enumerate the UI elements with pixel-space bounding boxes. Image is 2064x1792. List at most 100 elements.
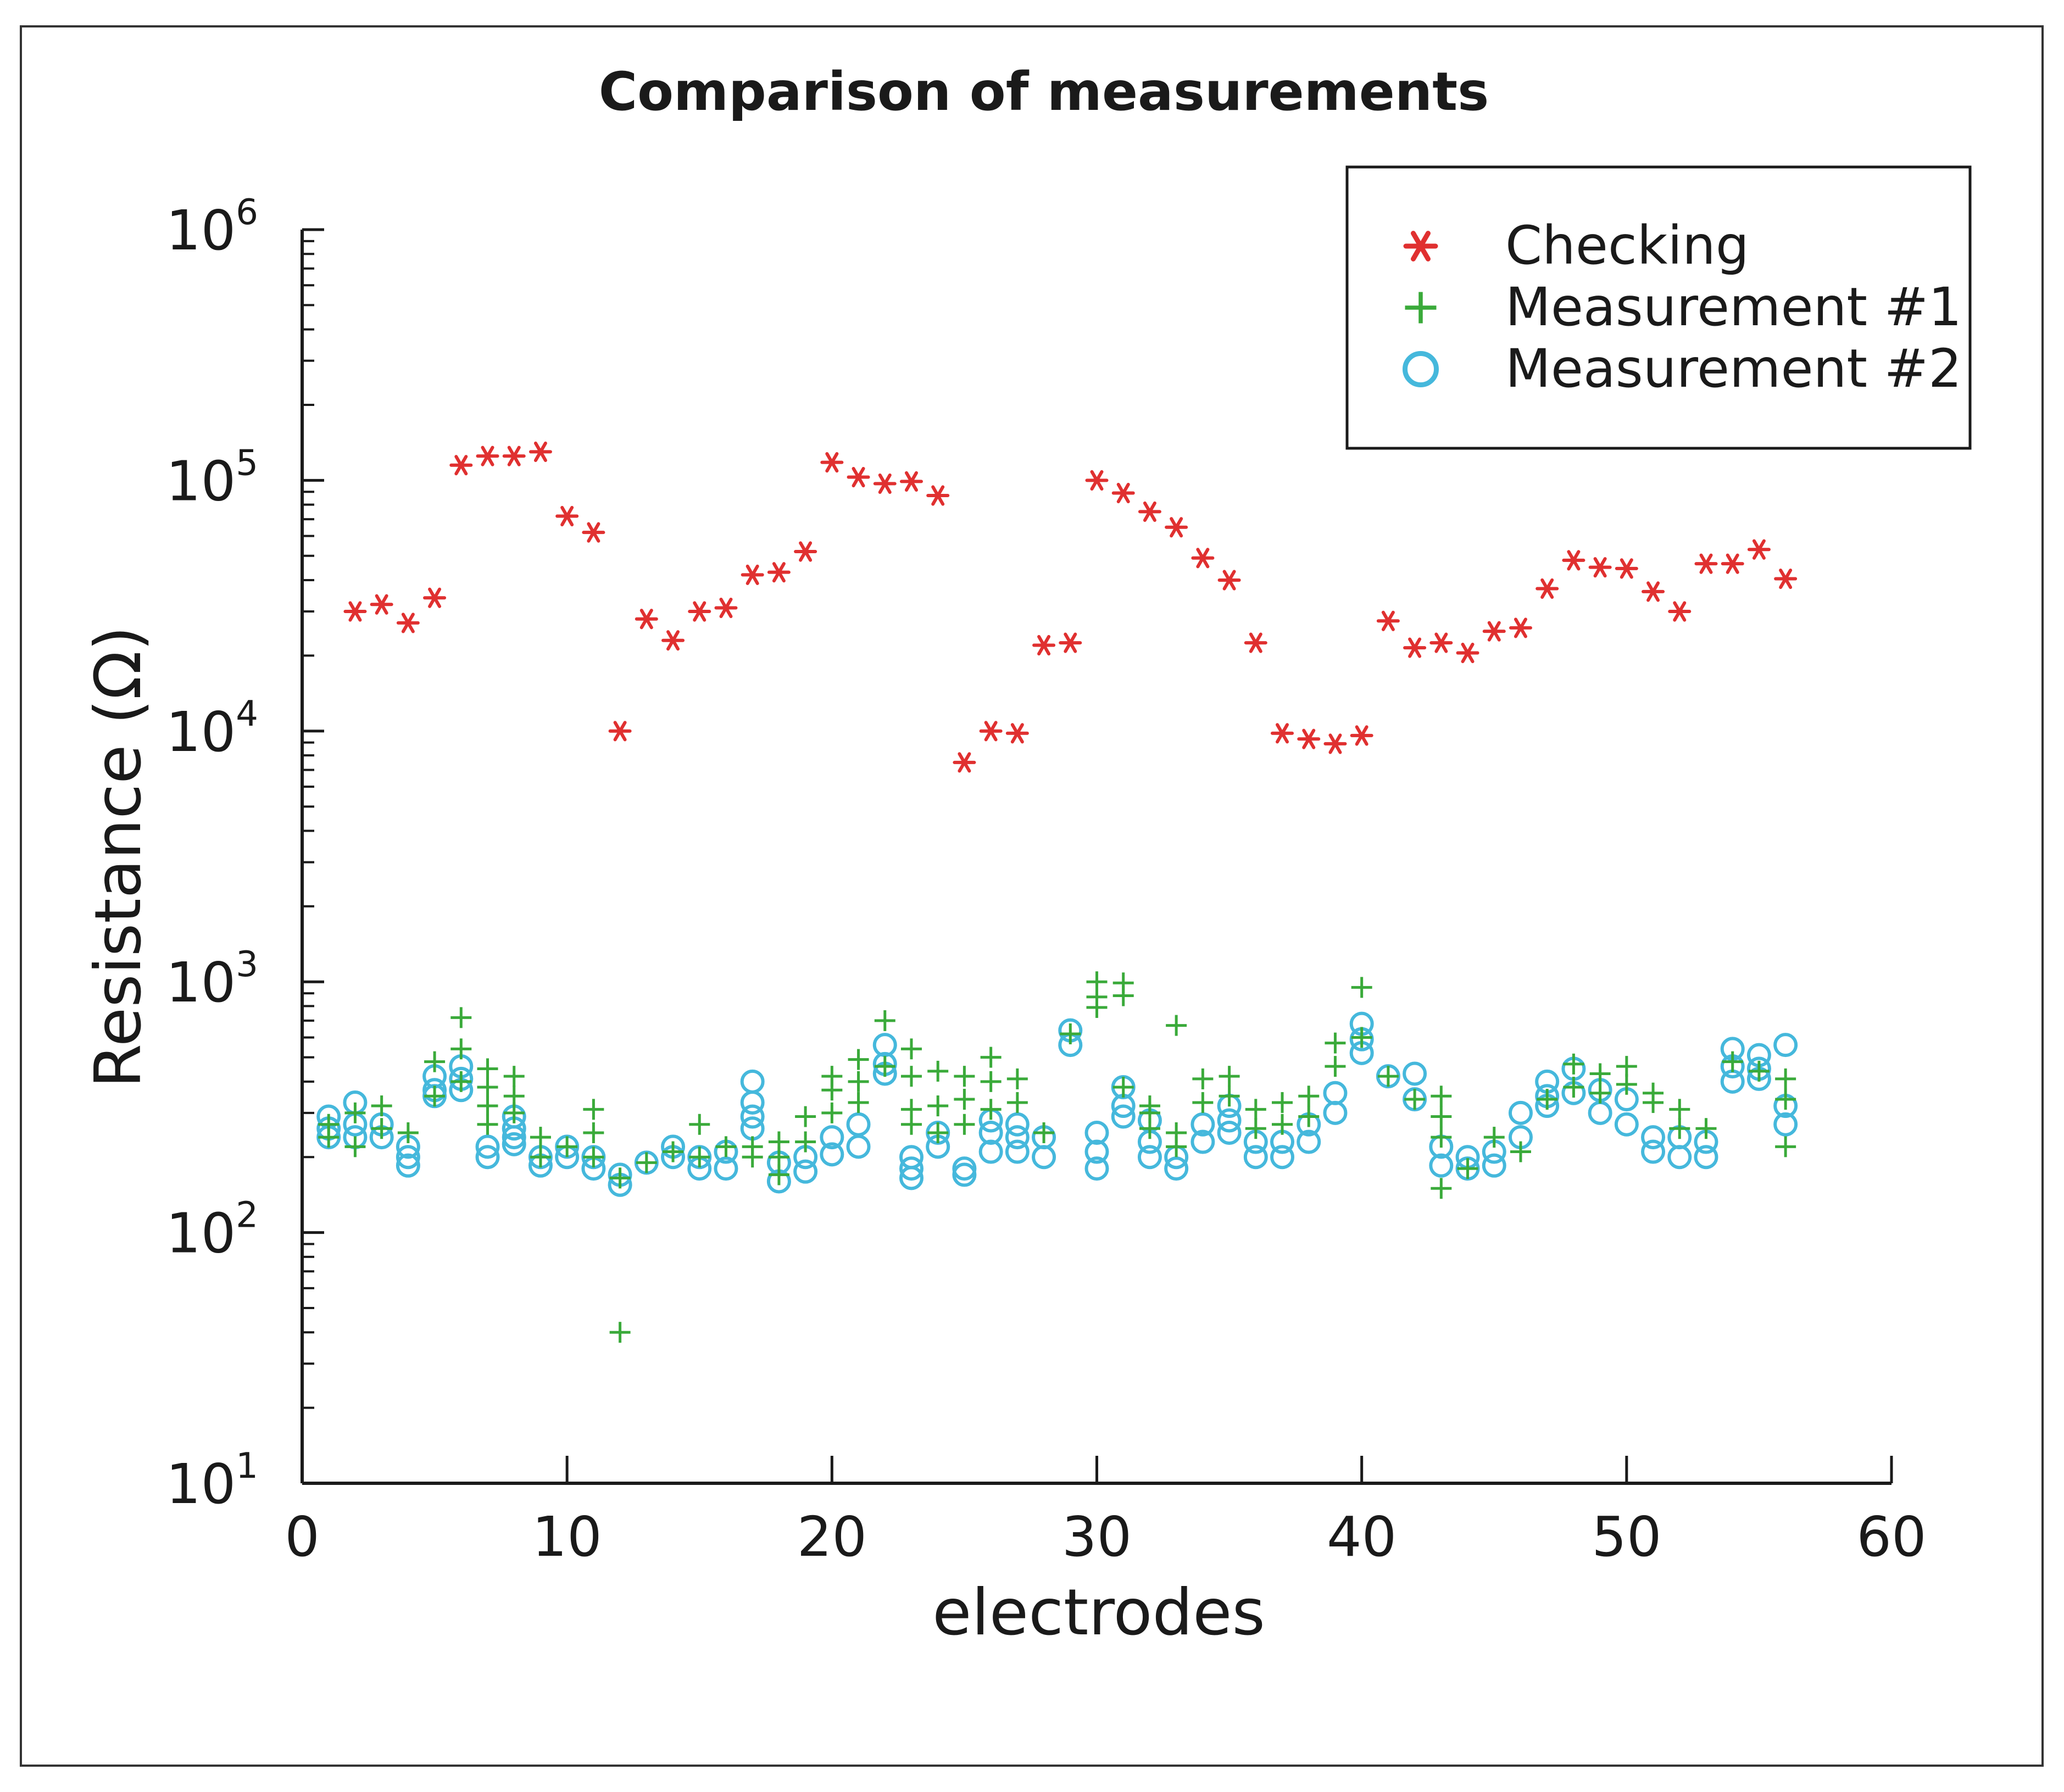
- x-tick-label: 20: [797, 1505, 867, 1569]
- measurement-1-point: [715, 1136, 737, 1157]
- y-tick-label: 104: [166, 694, 258, 764]
- measurement-1-point: [1404, 1089, 1426, 1110]
- measurement-1-point: [1245, 1118, 1266, 1139]
- asterisk-stroke: [1752, 539, 1766, 560]
- asterisk-stroke: [533, 441, 547, 462]
- measurement-2-point: [952, 1156, 977, 1181]
- checking-point: [1721, 553, 1744, 574]
- series-measurement-1: [318, 971, 1796, 1343]
- asterisk-stroke: [1461, 642, 1475, 664]
- measurement-1-point: [1483, 1127, 1505, 1148]
- measurement-1-point: [742, 1147, 763, 1168]
- checking-point: [582, 522, 605, 543]
- measurement-2-point: [1641, 1125, 1666, 1150]
- measurement-1-point: [848, 1071, 869, 1092]
- asterisk-stroke: [401, 613, 415, 633]
- y-tick-label: 105: [166, 443, 258, 513]
- checking-point: [1005, 723, 1029, 744]
- measurement-2-point: [1243, 1145, 1268, 1170]
- checking-point: [555, 505, 579, 527]
- checking-point: [396, 613, 420, 633]
- measurement-1-point: [503, 1102, 525, 1123]
- measurement-1-point: [1298, 1106, 1320, 1127]
- measurement-2-point: [396, 1145, 420, 1170]
- x-tick-labels: 0 10 20 30 40 50 60: [285, 1505, 1926, 1569]
- legend: Checking Measurement #1 Measurement #2: [1345, 165, 1972, 450]
- checking-point: [899, 471, 923, 492]
- measurement-1-point: [1351, 1027, 1372, 1048]
- asterisk-stroke: [1116, 482, 1130, 504]
- checking-point: [1111, 482, 1135, 504]
- checking-point: [343, 601, 367, 622]
- checking-point: [820, 452, 844, 473]
- measurement-2-point: [1084, 1139, 1109, 1164]
- measurement-1-point: [874, 1056, 895, 1077]
- checking-point: [1032, 635, 1056, 656]
- measurement-1-point: [477, 1058, 498, 1079]
- measurement-2-point: [1084, 1120, 1109, 1145]
- measurement-1-point: [397, 1122, 419, 1143]
- measurement-1-point: [1431, 1106, 1452, 1127]
- measurement-1-point: [583, 1099, 604, 1120]
- measurement-1-point: [583, 1122, 604, 1143]
- measurement-2-point: [978, 1139, 1003, 1164]
- x-tick-label: 40: [1327, 1505, 1397, 1569]
- checking-point: [1588, 557, 1612, 578]
- measurement-1-point: [874, 1010, 895, 1031]
- measurement-2-point: [475, 1145, 500, 1170]
- checking-point: [449, 455, 473, 476]
- asterisk-stroke: [1143, 501, 1156, 522]
- measurement-2-point: [1323, 1081, 1348, 1105]
- asterisk-stroke: [1249, 632, 1262, 653]
- measurement-1-point: [1192, 1092, 1214, 1113]
- asterisk-stroke: [639, 609, 653, 630]
- asterisk-stroke: [1673, 601, 1687, 622]
- measurement-1-point: [689, 1114, 710, 1135]
- legend-plus-marker: [1405, 292, 1437, 324]
- asterisk-stroke: [772, 562, 786, 583]
- legend-label-measurement-2: Measurement #2: [1505, 338, 1962, 399]
- measurement-1-point: [1351, 977, 1372, 998]
- measurement-1-point: [1166, 1015, 1187, 1036]
- measurement-1-point: [795, 1106, 816, 1127]
- measurement-2-point: [1429, 1153, 1454, 1178]
- measurement-1-point: [1192, 1068, 1214, 1089]
- measurement-2-point: [1694, 1145, 1718, 1170]
- measurement-1-point: [344, 1136, 366, 1157]
- measurement-1-point: [1695, 1118, 1717, 1139]
- checking-point: [1138, 501, 1161, 522]
- x-tick-label: 60: [1856, 1505, 1926, 1569]
- measurement-1-point: [927, 1095, 949, 1117]
- measurement-1-point: [557, 1136, 578, 1157]
- measurement-2-point: [1403, 1061, 1427, 1086]
- asterisk-stroke: [375, 594, 388, 615]
- asterisk-stroke: [1699, 553, 1713, 574]
- checking-point: [1403, 637, 1427, 658]
- measurement-1-point: [371, 1118, 392, 1139]
- measurement-2-point: [1270, 1145, 1295, 1170]
- measurement-1-point: [1669, 1099, 1690, 1120]
- checking-point: [1191, 548, 1215, 569]
- y-tick-label: 102: [166, 1195, 258, 1266]
- measurement-1-point: [1457, 1158, 1478, 1179]
- checking-point: [767, 562, 791, 583]
- checking-point: [528, 441, 552, 462]
- measurement-1-point: [768, 1147, 789, 1168]
- asterisk-stroke: [1593, 557, 1607, 578]
- y-minor-ticks: [302, 240, 314, 1409]
- checking-point: [741, 564, 764, 585]
- x-tick-label: 10: [532, 1505, 602, 1569]
- measurement-1-point: [1563, 1076, 1584, 1098]
- measurement-2-point: [820, 1142, 844, 1167]
- measurement-1-point: [1033, 1122, 1055, 1143]
- asterisk-stroke: [1010, 723, 1024, 744]
- measurement-2-point: [1005, 1125, 1030, 1150]
- asterisk-stroke: [719, 597, 733, 619]
- measurement-2-point: [899, 1166, 923, 1190]
- asterisk-stroke: [878, 473, 892, 494]
- measurement-1-point: [1537, 1089, 1558, 1110]
- asterisk-stroke: [1196, 548, 1210, 569]
- measurement-1-point: [424, 1051, 446, 1072]
- measurement-1-point: [636, 1152, 657, 1173]
